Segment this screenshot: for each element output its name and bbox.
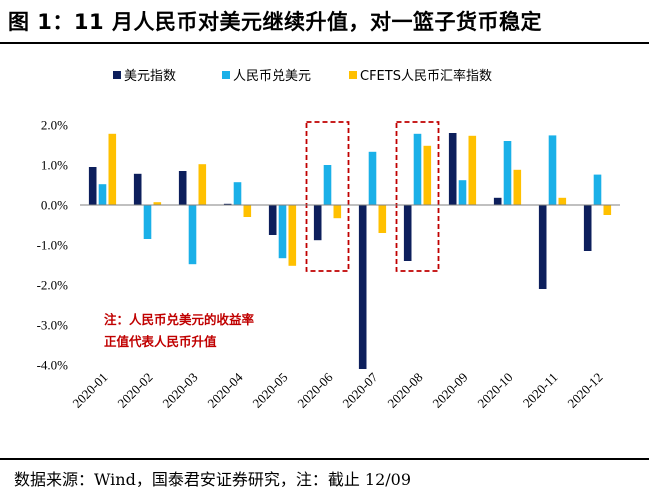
bar-chart: 美元指数 人民币兑美元 CFETS人民币汇率指数 2.0% 1.0% 0.0% -1.0%… (37, 68, 620, 411)
bar-2020-12-series-3 (603, 205, 612, 215)
bar-2020-12-series-1 (583, 205, 592, 251)
bar-2020-08-series-3 (423, 145, 432, 205)
legend-swatch-1 (113, 71, 121, 79)
bar-2020-03-series-2 (188, 205, 197, 265)
bar-2020-05-series-3 (288, 205, 297, 266)
bar-2020-10-series-2 (503, 141, 512, 205)
y-tick-label: -1.0% (37, 238, 69, 253)
x-axis: 2020-01 2020-02 2020-03 2020-04 2020-05 2020-… (69, 204, 620, 411)
bar-2020-12-series-2 (593, 174, 602, 205)
bar-2020-07-series-3 (378, 205, 387, 233)
highlight-boxes (305, 121, 440, 272)
y-axis: 2.0% 1.0% 0.0% -1.0% -2.0% -3.0% -4.0% (37, 118, 69, 373)
bar-2020-06-series-2 (323, 165, 332, 205)
x-tick-label: 2020-01 (69, 370, 110, 411)
x-tick-label: 2020-12 (564, 370, 605, 411)
x-tick-label: 2020-04 (204, 369, 246, 411)
x-tick-label: 2020-02 (114, 370, 155, 411)
bar-2020-09-series-1 (448, 133, 457, 205)
title-rule (0, 42, 649, 44)
bar-2020-11-series-3 (558, 197, 567, 205)
bars (88, 133, 612, 369)
footer-rule (0, 458, 649, 460)
figure-title: 图 1：11 月人民币对美元继续升值，对一篮子货币稳定 (8, 10, 542, 34)
x-tick-label: 2020-09 (429, 370, 470, 411)
y-tick-label: 2.0% (41, 118, 68, 133)
bar-2020-01-series-1 (88, 167, 97, 205)
bar-2020-08-series-1 (403, 205, 412, 261)
legend-label-1: 美元指数 (124, 69, 176, 84)
highlight-box-1 (305, 121, 350, 272)
bar-2020-04-series-2 (233, 182, 242, 205)
y-tick-label: 1.0% (41, 158, 68, 173)
bar-2020-10-series-1 (493, 197, 502, 205)
highlight-box-2 (395, 121, 440, 272)
legend-label-3: CFETS人民币汇率指数 (360, 68, 492, 84)
x-tick-label: 2020-06 (294, 369, 336, 411)
legend-swatch-3 (349, 71, 357, 79)
y-tick-label: -4.0% (37, 358, 69, 373)
bar-2020-07-series-2 (368, 151, 377, 205)
bar-2020-05-series-2 (278, 205, 287, 259)
annotation-line-2: 正值代表人民币升值 (104, 334, 217, 349)
legend-label-2: 人民币兑美元 (233, 69, 311, 84)
bar-2020-02-series-3 (153, 202, 162, 205)
bar-2020-02-series-1 (133, 173, 142, 205)
source-note: 数据来源：Wind，国泰君安证券研究，注：截止 12/09 (14, 470, 412, 489)
bar-2020-07-series-1 (358, 205, 367, 369)
bar-2020-03-series-1 (178, 171, 187, 205)
x-tick-label: 2020-07 (339, 369, 381, 411)
y-tick-label: 0.0% (41, 198, 68, 213)
bar-2020-04-series-3 (243, 205, 252, 217)
bar-2020-11-series-1 (538, 205, 547, 289)
bar-2020-01-series-2 (98, 184, 107, 205)
x-tick-label: 2020-05 (249, 370, 290, 411)
x-tick-label: 2020-08 (384, 370, 425, 411)
bar-2020-01-series-3 (108, 133, 117, 205)
x-tick-label: 2020-10 (474, 370, 515, 411)
annotation-line-1: 注：人民币兑美元的收益率 (104, 312, 255, 327)
x-tick-label: 2020-03 (159, 370, 200, 411)
x-tick-label: 2020-11 (520, 370, 561, 411)
bar-2020-08-series-2 (413, 133, 422, 205)
bar-2020-03-series-3 (198, 164, 207, 205)
y-tick-label: -3.0% (37, 318, 69, 333)
legend-swatch-2 (222, 71, 230, 79)
bar-2020-09-series-3 (468, 135, 477, 205)
bar-2020-11-series-2 (548, 135, 557, 205)
bar-2020-09-series-2 (458, 180, 467, 205)
bar-2020-06-series-1 (313, 205, 322, 241)
bar-2020-02-series-2 (143, 205, 152, 239)
legend: 美元指数 人民币兑美元 CFETS人民币汇率指数 (113, 68, 492, 84)
bar-2020-10-series-3 (513, 169, 522, 205)
bar-2020-05-series-1 (268, 205, 277, 235)
y-tick-label: -2.0% (37, 278, 69, 293)
bar-2020-06-series-3 (333, 205, 342, 219)
bar-2020-04-series-1 (223, 203, 232, 205)
